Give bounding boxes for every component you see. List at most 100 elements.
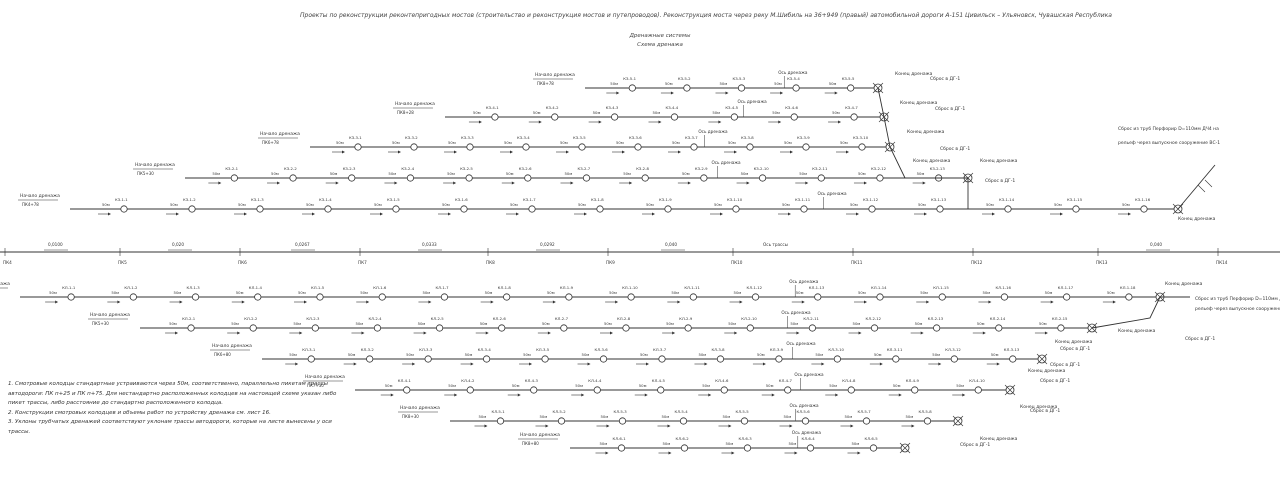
top-well-3-3 [466, 143, 474, 151]
route-axis-tick-label: ПК14 [1216, 260, 1228, 265]
route-axis-tick-label: ПК10 [731, 260, 743, 265]
top-well-label: КЗ-3-9 [797, 135, 810, 140]
bottom-well-label: КЛ-3-13 [1004, 347, 1020, 352]
bottom-flow-arrowhead [734, 331, 738, 335]
bottom-flow-arrowhead [353, 362, 357, 366]
bottom-flow-arrowhead [547, 331, 551, 335]
top-spacing-label: 50м [829, 81, 837, 86]
bottom-outlet-label: Сброс в ДГ-1 [960, 442, 990, 448]
bottom-well-1-14 [876, 293, 884, 301]
top-well-label: КЗ-3-1 [349, 135, 362, 140]
top-well-5-1 [120, 205, 128, 213]
bottom-start-label-6: Начало дренажа [520, 432, 560, 438]
top-well-label: КЗ-2-1 [225, 166, 238, 171]
top-spacing-label: 50м [986, 202, 994, 207]
bottom-outlet-label: Сброс в ДГ-1 [1040, 378, 1070, 384]
bottom-well-label: КЛ-3-4 [478, 347, 492, 352]
top-well-label: КЗ-1-5 [387, 197, 400, 202]
bottom-well-3-1 [307, 355, 315, 363]
bottom-spacing-label: 50м [852, 441, 860, 446]
top-flow-arrowhead [924, 212, 927, 216]
bottom-flow-arrowhead [644, 393, 648, 397]
bottom-spacing-label: 50м [385, 383, 393, 388]
bottom-well-label: КЛ-5-8 [919, 409, 933, 414]
top-well-5-6 [460, 205, 468, 213]
top-flow-arrowhead [176, 212, 179, 216]
top-spacing-label: 50м [712, 110, 720, 115]
bottom-spacing-label: 50м [49, 290, 57, 295]
top-axis-label: Ось дренажа [738, 99, 768, 104]
bottom-spacing-label: 50м [422, 290, 430, 295]
top-spacing-label: 50м [336, 140, 344, 145]
bottom-spacing-label: 50м [601, 414, 609, 419]
top-well-label: КЗ-1-2 [183, 197, 196, 202]
bottom-flow-arrowhead [996, 362, 1000, 366]
bottom-flow-arrowhead [1044, 331, 1048, 335]
route-axis-tick-label: ПК7 [358, 260, 367, 265]
top-spacing-label: 50м [772, 110, 780, 115]
bottom-well-label: КЛ-2-9 [679, 316, 693, 321]
route-axis-slope-label: 0,040 [665, 242, 677, 247]
top-well-label: КЗ-1-7 [523, 197, 536, 202]
bottom-spacing-label: 50м [640, 352, 648, 357]
top-well-5-8 [596, 205, 604, 213]
bottom-spacing-label: 50м [845, 414, 853, 419]
bottom-well-label: КЛ-1-2 [124, 285, 138, 290]
top-well-label: КЗ-4-5 [725, 105, 738, 110]
bottom-well-label: КЛ-1-13 [809, 285, 825, 290]
top-spacing-label: 50м [782, 202, 790, 207]
top-flow-arrowhead [516, 212, 519, 216]
top-flow-arrowhead [856, 212, 859, 216]
top-well-label: КЗ-3-3 [461, 135, 474, 140]
bottom-spacing-label: 50м [479, 414, 487, 419]
notes-block: 1. Смотровые колодцы стандартные устраив… [8, 380, 338, 437]
bottom-well-label: КЛ-6-2 [676, 436, 690, 441]
bottom-spacing-label: 50м [575, 383, 583, 388]
bottom-well-label: КЛ-1-18 [1120, 285, 1136, 290]
bottom-start-label-3: Начало дренажа [212, 343, 252, 349]
top-well-5-15 [1072, 205, 1080, 213]
top-spacing-label: 50м [682, 171, 690, 176]
bottom-end-label: Конец дренажа [1165, 281, 1203, 287]
bottom-well-label: КЛ-6-1 [613, 436, 627, 441]
top-well-3-1 [354, 143, 362, 151]
bottom-well-5-2 [557, 417, 566, 425]
bottom-spacing-label: 50м [766, 383, 774, 388]
bottom-spacing-label: 50м [174, 290, 182, 295]
top-flow-arrowhead [511, 181, 515, 185]
top-outlet-long-label: Сброс из труб Перфорир D=110мм ДЧ4 на [1118, 126, 1219, 132]
top-well-2-3 [611, 113, 619, 121]
bottom-well-5-4 [679, 417, 688, 425]
top-well-label: КЗ-1-1 [115, 197, 128, 202]
bottom-spacing-label: 50м [726, 441, 734, 446]
route-axis-tick-label: ПК11 [851, 260, 863, 265]
top-well-3-2 [410, 143, 418, 151]
top-spacing-label: 50м [720, 81, 728, 86]
bottom-flow-arrowhead [304, 300, 307, 304]
top-flow-arrowhead [218, 181, 222, 185]
bottom-well-1-5 [316, 293, 324, 301]
bottom-spacing-label: 50м [604, 321, 612, 326]
bottom-flow-arrowhead [982, 331, 986, 335]
top-spacing-label: 50м [918, 202, 926, 207]
bottom-well-1-7 [440, 293, 449, 301]
top-flow-arrowhead [725, 91, 729, 95]
bottom-well-1-10 [627, 293, 635, 301]
bottom-flow-arrowhead [366, 300, 370, 304]
top-well-label: КЗ-2-4 [401, 166, 414, 171]
bottom-flow-arrowhead [412, 362, 416, 366]
bottom-well-label: КЛ-3-5 [536, 347, 550, 352]
bottom-flow-arrowhead [55, 300, 59, 304]
top-end-label: Конец дренажа [913, 158, 951, 164]
route-axis-tick-label: ПК9 [606, 260, 615, 265]
bottom-flow-arrowhead [789, 424, 793, 428]
top-flow-arrowhead [453, 181, 457, 185]
top-well-1-1 [628, 84, 636, 92]
bottom-spacing-label: 50м [666, 321, 674, 326]
top-spacing-label: 50м [593, 110, 601, 115]
top-well-label: КЗ-3-8 [741, 135, 754, 140]
top-spacing-label: 50м [388, 171, 396, 176]
bottom-flow-arrowhead [610, 331, 613, 335]
bottom-spacing-label: 50м [485, 290, 493, 295]
top-well-5-11 [800, 205, 808, 213]
